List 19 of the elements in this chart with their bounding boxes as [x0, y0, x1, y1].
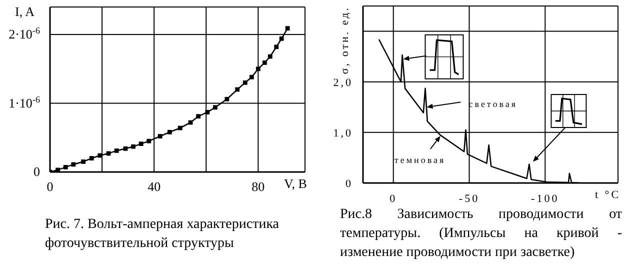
x-tick-label: -100 — [531, 193, 560, 205]
text: Рис.8 Зависимость проводимости от температуры. (Импульсы на кривой - изменение проводимости при засветке) — [340, 206, 622, 262]
x-tick-label: -50 — [458, 193, 480, 205]
y-tick-label: 1·10$^{-6}$ — [8, 94, 40, 110]
y-tick-label: 2·10$^{-6}$ — [8, 26, 40, 42]
x-tick-label: 80 — [252, 179, 265, 194]
x-tick-label: 0 — [46, 179, 54, 194]
text: Рис. 7. Вольт-амперная характеристика фоточувствительной структуры — [45, 216, 280, 253]
x-tick-label: 40 — [148, 179, 161, 194]
annotation: световая — [468, 99, 518, 110]
y-axis-title: σ, отн. ед. — [339, 6, 351, 74]
x-axis-title: t °C — [595, 189, 621, 201]
y-axis-title: I, A — [15, 4, 36, 19]
annotation: темновая — [394, 154, 446, 165]
y-tick-label: 1,0 — [333, 127, 353, 140]
x-tick-label: 0 — [390, 193, 398, 205]
x-axis-title: V, B — [284, 176, 308, 191]
y-tick-label: 2,0 — [333, 76, 353, 89]
y-tick-label: 0 — [34, 164, 40, 179]
